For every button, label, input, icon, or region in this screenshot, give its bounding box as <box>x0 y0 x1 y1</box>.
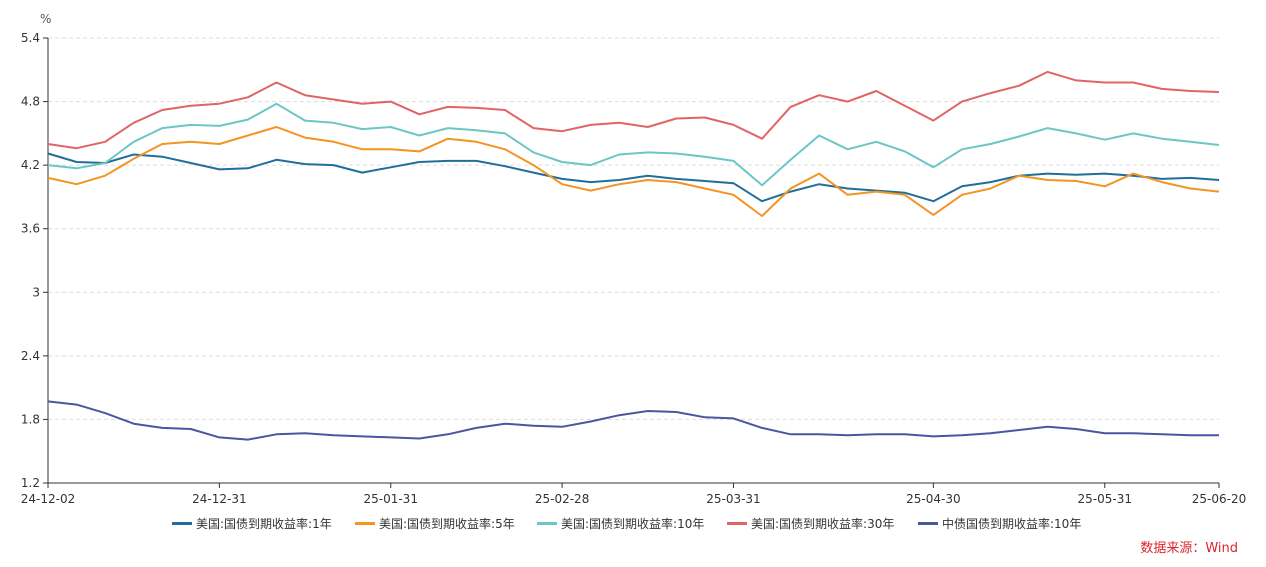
series-lines <box>47 70 1220 441</box>
legend-label-2: 美国:国债到期收益率:5年 <box>379 516 515 531</box>
x-tick-label: 25-05-31 <box>1078 492 1132 506</box>
series-line-2 <box>47 126 1220 217</box>
x-tick-label: 24-12-31 <box>192 492 246 506</box>
series-line-5 <box>47 400 1219 441</box>
legend: 美国:国债到期收益率:1年 美国:国债到期收益率:5年 美国:国债到期收益率:10年… <box>172 516 1081 531</box>
legend-swatch-5 <box>918 522 938 525</box>
x-tick-label: 25-02-28 <box>535 492 589 506</box>
series-line-1 <box>47 152 1220 203</box>
y-tick-label: 4.8 <box>21 95 40 109</box>
legend-label-4: 美国:国债到期收益率:30年 <box>751 516 894 531</box>
legend-label-5: 中债国债到期收益率:10年 <box>942 516 1081 531</box>
x-tick-label: 24-12-02 <box>21 492 75 506</box>
legend-label-1: 美国:国债到期收益率:1年 <box>196 516 332 531</box>
x-tick-label: 25-01-31 <box>363 492 417 506</box>
x-tick-label: 25-03-31 <box>706 492 760 506</box>
y-tick-label: 1.2 <box>21 476 40 490</box>
legend-swatch-3 <box>537 522 557 525</box>
y-tick-label: 1.8 <box>21 412 40 426</box>
x-axis-ticks: 24-12-02 24-12-31 25-01-31 25-02-28 25-03-31… <box>21 483 1246 506</box>
y-tick-label: 3 <box>32 285 40 299</box>
x-tick-label: 25-06-20 <box>1192 492 1246 506</box>
y-tick-label: 2.4 <box>21 349 40 363</box>
legend-swatch-1 <box>172 522 192 525</box>
y-tick-label: 3.6 <box>21 222 40 236</box>
series-line-3 <box>47 102 1220 187</box>
y-axis-ticks: 5.4 4.8 4.2 3.6 3 2.4 1.8 1.2 <box>21 31 48 490</box>
grid-lines <box>48 37 1219 420</box>
y-tick-label: 5.4 <box>21 31 40 45</box>
series-line-4 <box>47 70 1220 150</box>
legend-label-3: 美国:国债到期收益率:10年 <box>561 516 704 531</box>
axes <box>47 38 1219 484</box>
y-axis-unit-label: % <box>40 12 51 26</box>
data-source-note: 数据来源：Wind <box>1140 541 1238 556</box>
y-tick-label: 4.2 <box>21 158 40 172</box>
legend-swatch-4 <box>727 522 747 525</box>
x-tick-label: 25-04-30 <box>906 492 960 506</box>
legend-swatch-2 <box>355 522 375 525</box>
